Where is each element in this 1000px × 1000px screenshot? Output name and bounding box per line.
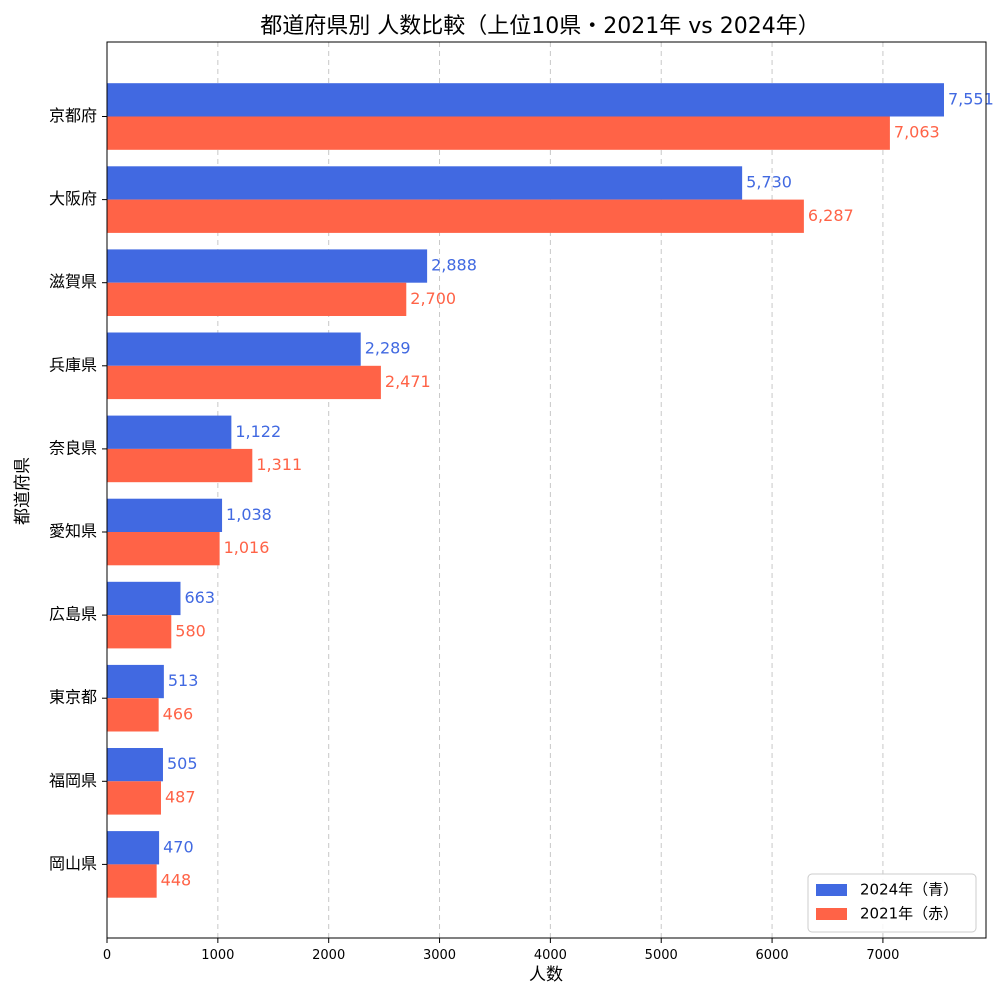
y-tick-label: 愛知県	[49, 522, 97, 541]
bar	[107, 249, 428, 283]
data-label: 466	[163, 704, 194, 723]
chart-title: 都道府県別 人数比較（上位10県・2021年 vs 2024年）	[260, 14, 819, 39]
legend-swatch	[816, 884, 847, 896]
data-label: 2,888	[431, 256, 477, 275]
data-label: 487	[165, 787, 196, 806]
x-axis-ticks: 0 1000 2000 3000 4000 5000 6000 7000	[103, 938, 899, 963]
data-label: 470	[163, 837, 194, 856]
y-axis-label: 都道府県	[13, 457, 33, 525]
legend-label: 2021年（赤）	[860, 905, 958, 923]
bar	[107, 282, 407, 316]
bar	[107, 581, 181, 616]
y-tick-label: 京都府	[49, 106, 97, 125]
y-tick-label: 岡山県	[49, 854, 97, 873]
y-tick-label: 兵庫県	[49, 355, 97, 374]
legend-label: 2024年（青）	[860, 881, 958, 899]
data-label: 2,700	[410, 289, 456, 308]
legend-box	[807, 873, 977, 933]
bar	[107, 448, 253, 483]
y-tick-label: 東京都	[49, 688, 97, 707]
x-tick-label: 3000	[423, 948, 456, 963]
x-tick-label: 5000	[645, 948, 678, 963]
bar	[107, 698, 159, 732]
bar	[107, 498, 223, 532]
plot-frame	[106, 41, 987, 939]
data-label: 5,730	[746, 172, 792, 191]
x-tick-label: 6000	[756, 948, 789, 963]
bar	[107, 864, 157, 898]
bar	[107, 166, 743, 200]
bars	[107, 83, 944, 898]
bar	[107, 365, 381, 400]
bar	[107, 664, 164, 699]
y-tick-label: 滋賀県	[49, 272, 97, 291]
bar	[107, 332, 361, 366]
y-tick-label: 大阪府	[49, 189, 97, 208]
data-label: 505	[167, 754, 198, 773]
bar	[107, 615, 172, 649]
bar	[107, 199, 804, 233]
y-tick-label: 福岡県	[49, 771, 97, 790]
y-tick-label: 広島県	[49, 605, 97, 624]
x-tick-label: 1000	[201, 948, 234, 963]
bar	[107, 781, 161, 815]
data-label: 1,311	[256, 455, 302, 474]
x-tick-label: 2000	[312, 948, 345, 963]
data-label: 1,016	[224, 538, 270, 557]
data-label: 580	[175, 621, 206, 640]
data-label: 1,038	[226, 505, 272, 524]
x-axis-label: 人数	[529, 965, 563, 985]
bar	[107, 83, 944, 117]
x-tick-label: 4000	[534, 948, 567, 963]
data-label: 2,471	[385, 372, 431, 391]
legend-swatch	[816, 908, 847, 920]
data-label: 7,063	[894, 123, 940, 142]
data-label: 663	[184, 588, 215, 607]
data-label: 7,551	[948, 89, 994, 108]
data-label: 448	[161, 871, 192, 890]
data-label: 2,289	[365, 339, 411, 358]
y-tick-label: 奈良県	[49, 438, 97, 457]
data-labels: 7,551 7,063 5,730 6,287 2,888 2,700 2,289 2,471…	[161, 89, 994, 889]
x-tick-label: 0	[103, 948, 111, 963]
bar	[107, 415, 232, 449]
bar	[107, 748, 163, 782]
data-label: 6,287	[808, 206, 854, 225]
data-label: 1,122	[235, 422, 281, 441]
legend: 2024年（青） 2021年（赤）	[807, 873, 977, 933]
bar	[107, 532, 220, 566]
bar	[107, 116, 890, 150]
x-tick-label: 7000	[866, 948, 899, 963]
bar	[107, 831, 160, 865]
data-label: 513	[168, 671, 199, 690]
